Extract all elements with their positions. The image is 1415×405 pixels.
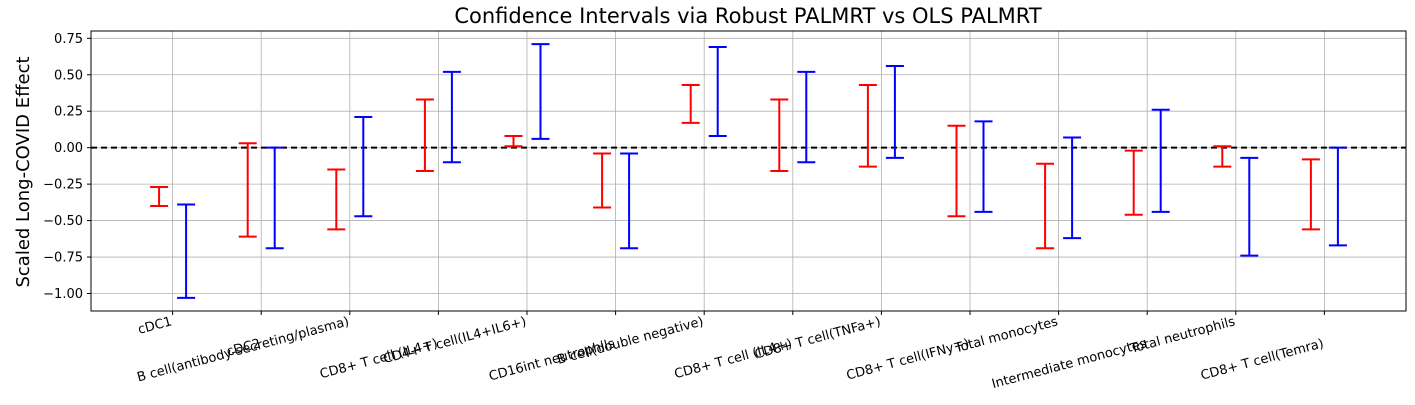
plot-frame bbox=[90, 30, 1407, 312]
x-tick-label: Intermediate monocytes bbox=[990, 336, 1148, 392]
x-tick-label: CD4+ T cell(IL4+IL6+) bbox=[382, 314, 528, 367]
error-bar bbox=[593, 152, 612, 209]
x-tick-label: Total neutrophils bbox=[1128, 314, 1237, 357]
error-bar bbox=[354, 116, 373, 218]
y-axis-label: Scaled Long-COVID Effect bbox=[13, 56, 34, 287]
error-bar bbox=[504, 135, 523, 148]
error-bar bbox=[708, 46, 727, 137]
error-bar bbox=[1240, 156, 1259, 257]
x-tick-label: CD8+ T cell(IFNy+) bbox=[845, 336, 971, 383]
error-bar bbox=[1213, 145, 1232, 168]
grid-layer bbox=[91, 31, 1406, 311]
chart-title: Confidence Intervals via Robust PALMRT v… bbox=[454, 4, 1041, 28]
error-bar bbox=[885, 65, 904, 159]
error-bar bbox=[620, 152, 639, 250]
y-tick-label: 0.50 bbox=[54, 68, 83, 83]
error-bar bbox=[797, 70, 816, 164]
y-tick-label: 0.00 bbox=[54, 141, 83, 156]
error-bar bbox=[1124, 149, 1143, 216]
x-tick-label: Total monocytes bbox=[952, 314, 1059, 356]
y-tick-label: −0.75 bbox=[43, 251, 83, 266]
y-tick-label: −0.50 bbox=[43, 214, 83, 229]
error-bar bbox=[1151, 108, 1170, 213]
error-bar bbox=[238, 142, 257, 238]
error-bar bbox=[442, 70, 461, 164]
error-bar bbox=[415, 98, 434, 172]
error-bar bbox=[1328, 146, 1347, 247]
error-bar bbox=[150, 186, 169, 207]
error-bar bbox=[1036, 162, 1055, 250]
error-bar bbox=[177, 203, 196, 299]
x-tick-label: B cell(double negative) bbox=[556, 314, 706, 368]
y-tick-label: 0.25 bbox=[54, 105, 83, 120]
error-bar bbox=[770, 98, 789, 172]
error-bar bbox=[327, 168, 346, 231]
error-bar bbox=[858, 83, 877, 168]
error-bar bbox=[531, 43, 550, 140]
error-bar bbox=[947, 124, 966, 218]
x-tick-label: CD8+ T cell(TNFa+) bbox=[753, 314, 882, 362]
y-tick-label: −0.25 bbox=[43, 178, 83, 193]
error-bars-layer bbox=[150, 43, 1347, 299]
error-bar bbox=[681, 83, 700, 124]
x-tick-label: cDC1 bbox=[136, 314, 173, 337]
error-bar bbox=[974, 120, 993, 213]
error-bar bbox=[1063, 136, 1082, 240]
error-bar bbox=[265, 146, 284, 250]
error-bar bbox=[1301, 158, 1320, 231]
x-tick-label: CD8+ T cell(Temra) bbox=[1199, 336, 1325, 383]
y-tick-label: 0.75 bbox=[54, 32, 83, 47]
y-tick-label: −1.00 bbox=[43, 287, 83, 302]
